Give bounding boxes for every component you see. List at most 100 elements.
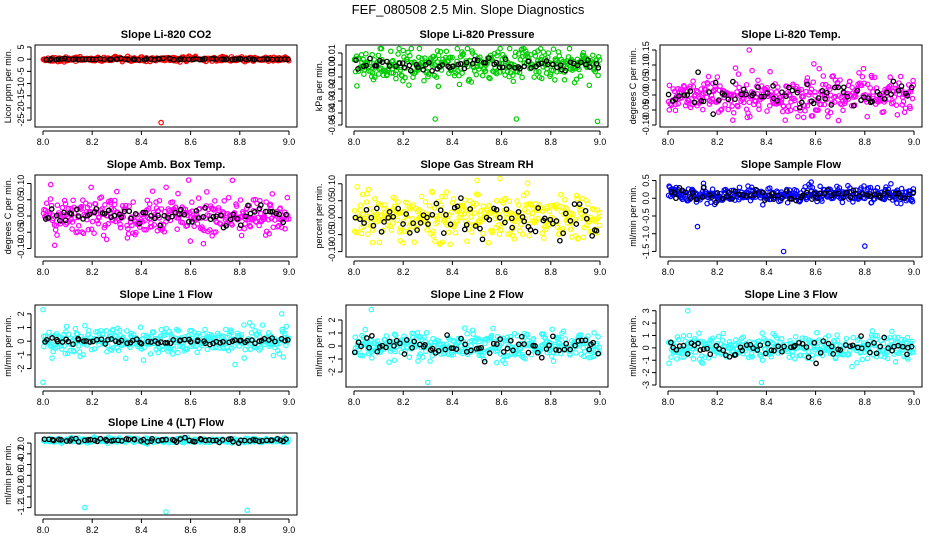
reference-point	[831, 84, 838, 91]
series-point	[798, 86, 805, 93]
series-point	[573, 192, 580, 199]
reference-point	[684, 351, 691, 357]
series-point	[238, 232, 245, 239]
series-point	[392, 348, 398, 355]
series-point	[898, 200, 904, 207]
y-tick-label: -0.4	[16, 457, 26, 473]
reference-point	[247, 438, 253, 444]
series-point	[363, 199, 370, 205]
series-point	[78, 203, 85, 210]
reference-point	[225, 436, 232, 443]
series-point	[359, 352, 366, 359]
reference-point	[157, 222, 163, 229]
series-point	[820, 73, 827, 79]
series-point	[427, 358, 433, 364]
series-point	[849, 363, 855, 370]
reference-point	[93, 205, 100, 212]
reference-point	[48, 206, 55, 212]
reference-point	[462, 341, 469, 348]
series-point	[85, 226, 92, 233]
reference-point	[589, 233, 596, 239]
series-point	[102, 202, 108, 208]
series-point	[808, 86, 815, 93]
series-point	[233, 203, 240, 209]
reference-point	[720, 347, 727, 354]
x-tick-label: 8.0	[662, 137, 675, 147]
series-point	[443, 48, 450, 55]
series-point	[468, 214, 474, 220]
reference-point	[535, 205, 542, 211]
series-point	[699, 353, 705, 359]
outlier-point	[758, 379, 765, 386]
y-tick-label: -0.10	[641, 115, 651, 136]
data-points	[40, 53, 292, 126]
y-tick-label: -25	[16, 114, 26, 127]
series-point	[749, 67, 755, 74]
series-point	[163, 325, 170, 332]
reference-point	[122, 56, 129, 63]
reference-point	[726, 189, 732, 196]
series-point	[561, 196, 568, 203]
reference-point	[453, 346, 460, 352]
x-tick-label: 8.8	[545, 137, 558, 147]
reference-point	[673, 195, 679, 202]
series-point	[666, 82, 673, 89]
reference-point	[481, 358, 488, 365]
reference-point	[867, 349, 873, 356]
series-point	[257, 210, 264, 217]
series-point	[817, 183, 823, 190]
x-tick-label: 8.0	[662, 397, 675, 407]
series-point	[897, 73, 904, 80]
series-point	[247, 346, 254, 353]
y-tick-label: 0.10	[16, 175, 26, 193]
series-point	[800, 114, 807, 121]
x-tick-label: 8.6	[184, 267, 197, 277]
series-point	[764, 108, 770, 114]
series-point	[402, 348, 409, 354]
series-point	[54, 202, 61, 209]
y-tick-label: -1	[641, 356, 651, 364]
reference-point	[272, 338, 278, 345]
series-point	[266, 230, 272, 237]
series-point	[575, 235, 582, 241]
series-point	[699, 106, 706, 113]
reference-point	[142, 209, 149, 216]
series-point	[53, 222, 60, 229]
series-point	[147, 351, 154, 357]
reference-point	[273, 210, 279, 217]
x-tick-label: 8.6	[809, 397, 822, 407]
series-point	[736, 84, 742, 91]
reference-point	[740, 86, 747, 93]
series-point	[839, 199, 846, 206]
series-point	[241, 355, 248, 361]
series-point	[261, 214, 268, 220]
reference-point	[217, 340, 223, 346]
x-tick-label: 8.2	[397, 267, 410, 277]
series-point	[894, 112, 901, 118]
reference-point	[425, 221, 431, 227]
reference-point	[454, 203, 461, 210]
series-point	[460, 202, 467, 209]
series-point	[228, 327, 234, 333]
series-point	[506, 45, 513, 52]
outlier-point	[513, 116, 520, 122]
series-point	[581, 348, 588, 355]
reference-point	[904, 93, 911, 99]
reference-point	[858, 333, 864, 339]
reference-point	[774, 97, 781, 104]
series-point	[755, 77, 761, 84]
reference-point	[493, 206, 500, 213]
series-point	[889, 328, 895, 335]
x-tick-label: 8.6	[495, 397, 508, 407]
reference-point	[550, 220, 556, 227]
reference-point	[437, 207, 444, 214]
series-point	[699, 360, 706, 367]
series-point	[680, 332, 687, 339]
series-point	[397, 225, 404, 231]
reference-point	[363, 335, 370, 341]
reference-point	[840, 84, 847, 91]
reference-point	[695, 69, 701, 76]
series-point	[114, 188, 120, 195]
reference-point	[435, 347, 442, 354]
reference-point	[101, 210, 108, 217]
